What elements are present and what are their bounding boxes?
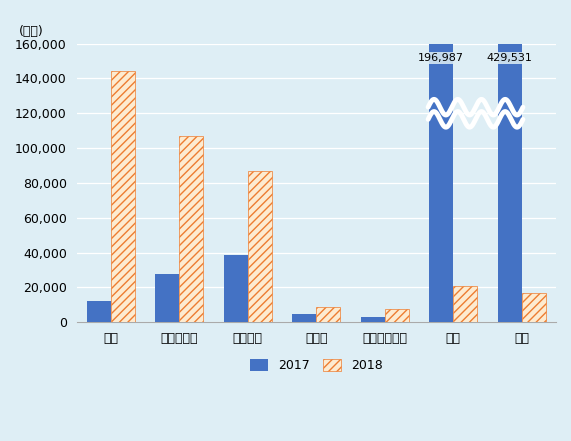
Bar	[248, 171, 272, 322]
Bar	[179, 136, 203, 322]
Bar	[224, 255, 248, 322]
Bar	[155, 273, 179, 322]
Text: 196,987: 196,987	[419, 53, 464, 64]
Bar	[111, 71, 135, 322]
Text: 429,531: 429,531	[487, 53, 533, 64]
Bar	[453, 286, 477, 322]
Bar	[385, 309, 409, 322]
Bar	[292, 314, 316, 322]
Legend: 2017, 2018: 2017, 2018	[244, 354, 388, 377]
Bar	[429, 44, 453, 322]
Bar	[522, 293, 546, 322]
Bar	[361, 317, 385, 322]
Text: (トン): (トン)	[19, 25, 44, 38]
Bar	[87, 301, 111, 322]
Bar	[498, 44, 522, 322]
Bar	[316, 306, 340, 322]
